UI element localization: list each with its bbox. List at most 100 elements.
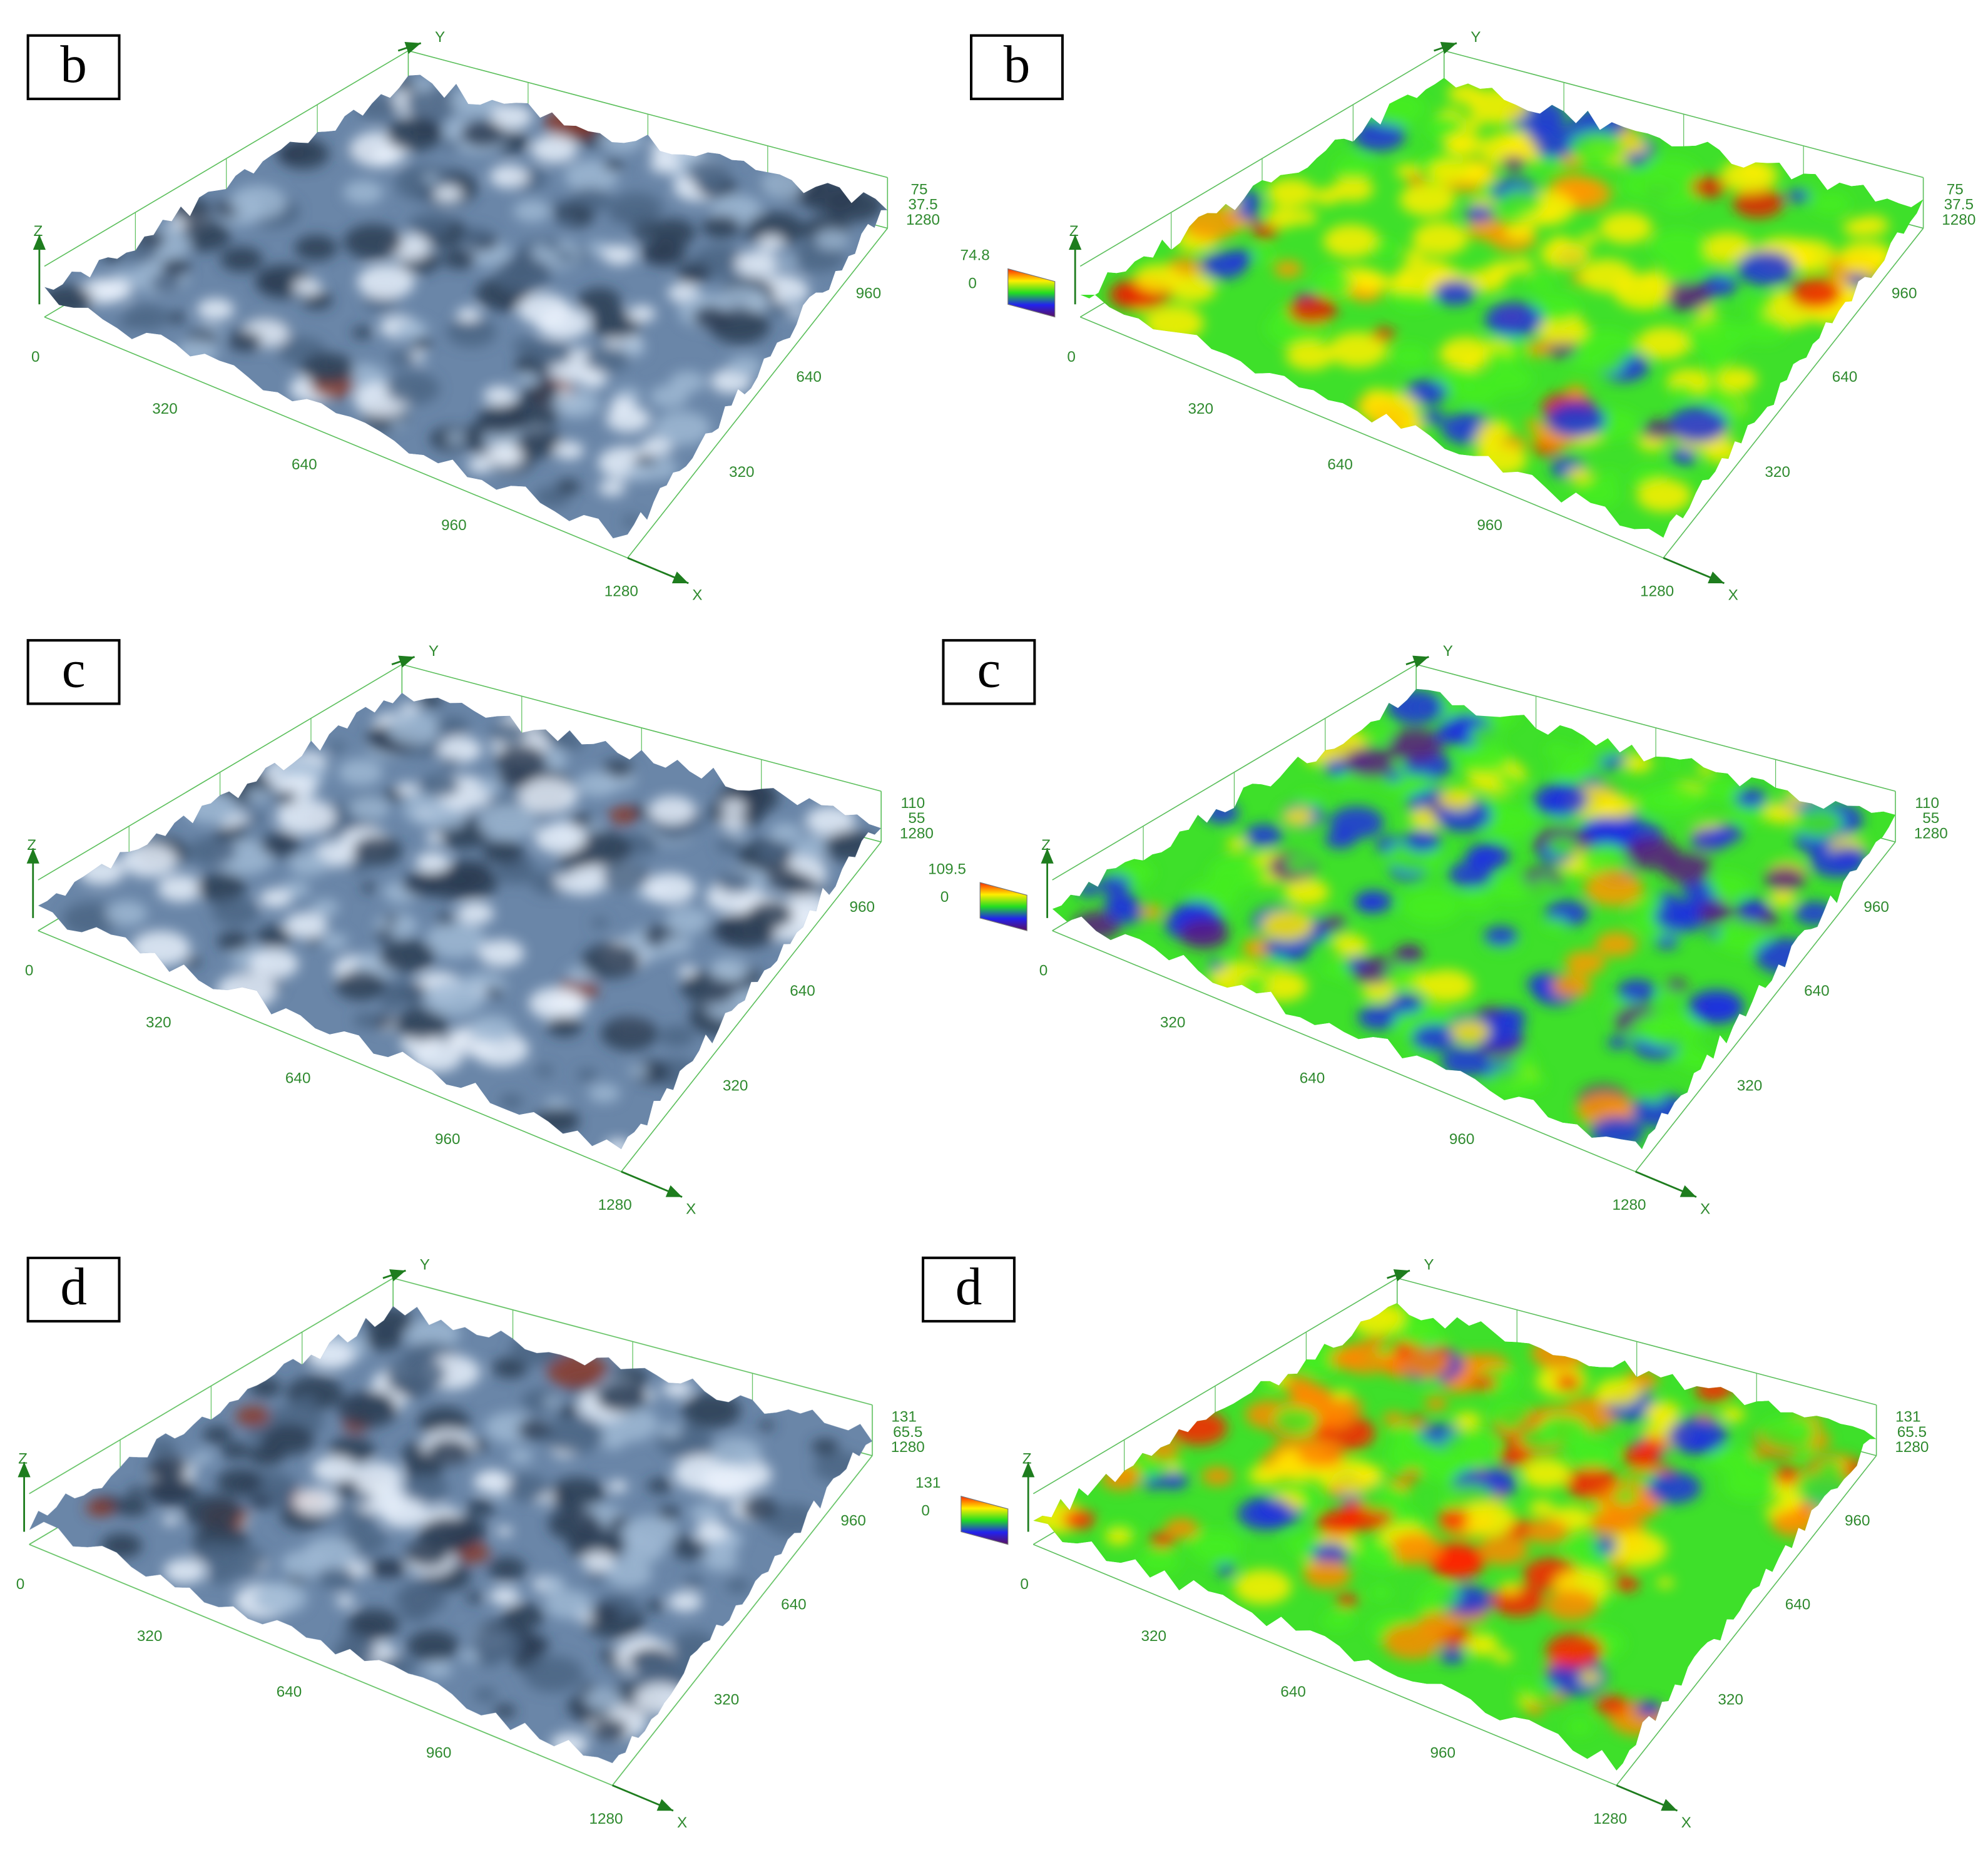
texture-blob bbox=[1422, 410, 1445, 425]
texture-blob bbox=[118, 316, 138, 328]
box-edge bbox=[29, 1543, 613, 1786]
texture-blob bbox=[1570, 354, 1595, 369]
texture-blob bbox=[412, 78, 435, 91]
x-axis-label: X bbox=[1700, 1200, 1710, 1217]
texture-blob bbox=[1768, 889, 1797, 907]
y-tick-label: 960 bbox=[1863, 899, 1889, 916]
texture-blob bbox=[484, 444, 524, 468]
texture-blob bbox=[426, 922, 486, 958]
origin-label: 0 bbox=[16, 1576, 25, 1593]
texture-blob bbox=[1487, 1066, 1534, 1095]
panel: ZYX01105512803206409601280320640960109.5… bbox=[928, 643, 1948, 1217]
texture-blob bbox=[192, 1451, 214, 1464]
texture-blob bbox=[1387, 690, 1444, 725]
texture-blob bbox=[489, 722, 528, 745]
texture-blob bbox=[1411, 1024, 1459, 1052]
texture-blob bbox=[352, 836, 402, 866]
z-tick-label: 1280 bbox=[906, 212, 940, 228]
texture-blob bbox=[740, 1497, 778, 1520]
texture-blob bbox=[813, 1451, 864, 1482]
texture-blob bbox=[1298, 792, 1322, 807]
texture-blob bbox=[1648, 1471, 1701, 1504]
panel-label: d bbox=[956, 1257, 982, 1316]
x-tick-label: 320 bbox=[1160, 1014, 1186, 1031]
texture-blob bbox=[1489, 876, 1532, 902]
y-tick-label: 320 bbox=[729, 464, 755, 481]
texture-blob bbox=[196, 298, 235, 321]
texture-blob bbox=[1248, 1464, 1282, 1485]
texture-blob bbox=[1208, 960, 1225, 971]
y-tick-label: 320 bbox=[723, 1078, 748, 1095]
texture-blob bbox=[1144, 305, 1204, 342]
texture-blob bbox=[1138, 1549, 1180, 1575]
texture-blob bbox=[1658, 892, 1677, 903]
texture-blob bbox=[285, 764, 304, 776]
texture-blob bbox=[217, 931, 251, 951]
texture-blob bbox=[1464, 205, 1494, 222]
texture-blob bbox=[405, 1317, 460, 1350]
y-tick-label: 960 bbox=[840, 1513, 866, 1530]
texture-blob bbox=[607, 1480, 628, 1493]
texture-blob bbox=[274, 790, 297, 804]
texture-blob bbox=[441, 757, 460, 768]
texture-blob bbox=[1237, 1497, 1293, 1531]
texture-blob bbox=[1360, 1541, 1397, 1564]
texture-blob bbox=[1564, 950, 1606, 975]
texture-blob bbox=[633, 1654, 673, 1679]
texture-blob bbox=[436, 716, 469, 737]
texture-blob bbox=[599, 126, 644, 153]
texture-blob bbox=[1702, 778, 1740, 801]
texture-blob bbox=[769, 822, 802, 842]
texture-blob bbox=[284, 912, 328, 939]
texture-blob bbox=[412, 120, 441, 137]
texture-blob bbox=[404, 86, 461, 121]
texture-blob bbox=[1569, 131, 1624, 164]
texture-blob bbox=[121, 843, 178, 877]
texture-blob bbox=[460, 120, 506, 148]
texture-blob bbox=[1566, 385, 1586, 397]
texture-blob bbox=[682, 1393, 742, 1429]
z-axis-label: Z bbox=[27, 837, 36, 854]
texture-blob bbox=[1626, 152, 1647, 165]
box-edge bbox=[621, 841, 882, 1172]
texture-blob bbox=[1704, 872, 1750, 900]
texture-blob bbox=[360, 882, 377, 892]
texture-blob bbox=[758, 1421, 775, 1431]
texture-blob bbox=[531, 135, 578, 163]
y-tick-label: 320 bbox=[1765, 464, 1790, 481]
texture-blob bbox=[543, 1396, 562, 1408]
z-tick-label: 37.5 bbox=[1944, 197, 1974, 213]
texture-blob bbox=[1701, 232, 1753, 264]
texture-blob bbox=[1149, 1533, 1175, 1548]
texture-blob bbox=[350, 1491, 372, 1505]
texture-blob bbox=[456, 307, 481, 322]
texture-blob bbox=[1439, 1648, 1466, 1664]
texture-blob bbox=[394, 1008, 449, 1040]
texture-blob bbox=[554, 441, 584, 460]
texture-blob bbox=[1483, 926, 1519, 947]
colorbar bbox=[1007, 268, 1056, 318]
texture-blob bbox=[202, 1426, 232, 1444]
texture-blob bbox=[397, 782, 419, 795]
texture-blob bbox=[648, 795, 696, 824]
texture-blob bbox=[400, 1604, 431, 1623]
panel-label-box bbox=[942, 639, 1036, 705]
texture-blob bbox=[102, 250, 123, 262]
panel-label-box bbox=[26, 639, 121, 705]
texture-blob bbox=[1181, 205, 1241, 241]
texture-blob bbox=[1763, 802, 1800, 824]
texture-blob bbox=[793, 836, 832, 859]
texture-blob bbox=[735, 250, 778, 277]
texture-blob bbox=[1320, 962, 1343, 976]
texture-blob bbox=[747, 901, 793, 929]
texture-blob bbox=[518, 777, 578, 814]
x-axis-label: X bbox=[1681, 1814, 1691, 1831]
texture-blob bbox=[1479, 420, 1512, 440]
texture-blob bbox=[1168, 274, 1216, 303]
texture-blob bbox=[503, 1603, 545, 1629]
y-tick-label: 960 bbox=[856, 285, 882, 302]
z-axis-label: Z bbox=[1041, 837, 1051, 854]
texture-blob bbox=[328, 742, 346, 753]
texture-blob bbox=[1526, 274, 1555, 292]
